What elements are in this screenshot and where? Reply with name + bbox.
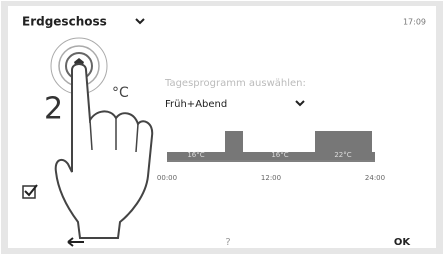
time-label: 24:00 (365, 174, 385, 182)
time-label: 00:00 (157, 174, 177, 182)
screen: Erdgeschoss 17:09 2 °C Tagesprogramm aus… (0, 0, 444, 255)
time-label: 12:00 (261, 174, 281, 182)
level-label: 16°C (271, 151, 288, 159)
zone-title[interactable]: Erdgeschoss (22, 15, 107, 29)
temperature-value[interactable]: 2 (44, 92, 63, 127)
help-button[interactable]: ? (225, 237, 230, 248)
program-selected[interactable]: Früh+Abend (165, 99, 227, 110)
page: {"header": {"title": "Erdgeschoss", "tim… (0, 0, 444, 255)
ok-button[interactable]: OK (394, 237, 412, 248)
checkbox[interactable] (23, 185, 37, 198)
program-prompt: Tagesprogramm auswählen: (164, 78, 306, 89)
level-label: 16°C (187, 151, 204, 159)
clock: 17:09 (403, 18, 426, 27)
level-label: 22°C (334, 151, 351, 159)
temperature-unit: °C (112, 85, 129, 101)
